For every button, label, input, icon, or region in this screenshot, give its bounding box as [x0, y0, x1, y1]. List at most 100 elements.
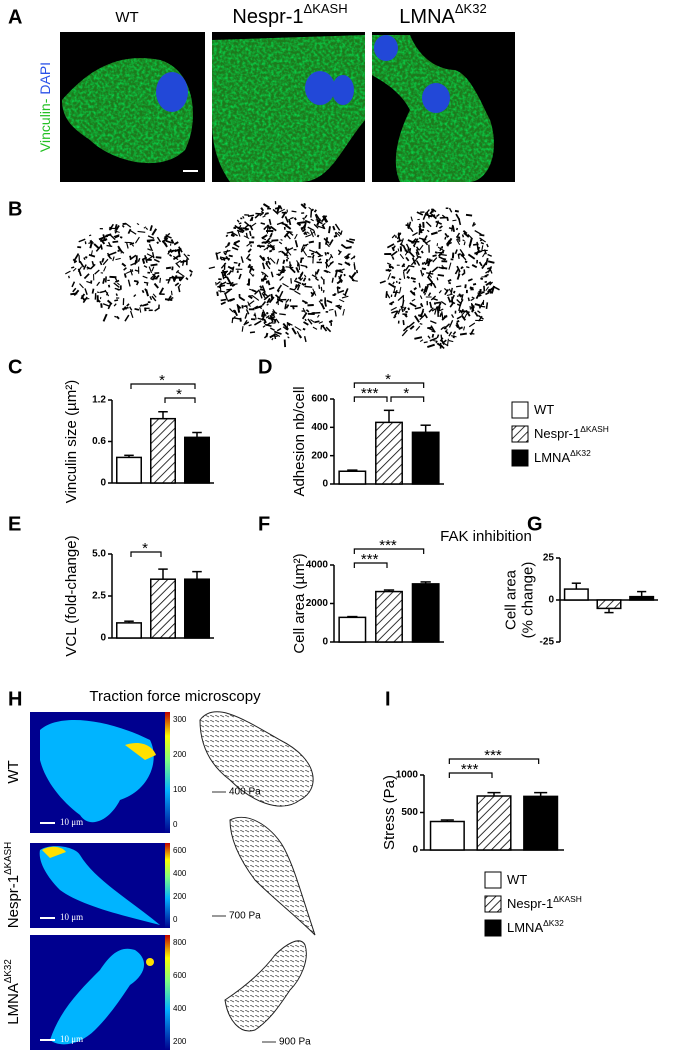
adhesion: [282, 283, 289, 288]
adhesion: [170, 297, 174, 300]
adhesion: [441, 264, 445, 269]
adhesion: [121, 262, 127, 268]
adhesion: [294, 284, 298, 288]
adhesion: [226, 276, 232, 284]
adhesion: [265, 332, 269, 338]
bar: [150, 417, 176, 484]
adhesion: [149, 296, 153, 301]
adhesion: [423, 313, 428, 319]
adhesion: [269, 333, 276, 339]
adhesion: [339, 298, 345, 303]
adhesion: [480, 277, 484, 281]
error-bar: [158, 411, 168, 419]
adhesion: [261, 311, 265, 318]
legend-swatch: [511, 425, 529, 443]
adhesion: [261, 292, 266, 299]
adhesion: [448, 339, 454, 343]
adhesion: [301, 282, 305, 286]
adhesion: [477, 246, 481, 251]
adhesion: [434, 307, 438, 315]
adhesion: [452, 219, 457, 222]
adhesion: [305, 309, 310, 313]
adhesion: [314, 320, 320, 324]
adhesion: [153, 282, 159, 289]
group-name: LMNA: [399, 6, 455, 28]
error-bar: [637, 590, 647, 597]
adhesion: [294, 277, 298, 281]
adhesion: [485, 291, 490, 296]
adhesion: [437, 302, 442, 309]
adhesion: [415, 251, 419, 258]
adhesion: [245, 253, 251, 260]
adhesion: [263, 272, 269, 278]
adhesion: [406, 268, 411, 275]
adhesion: [431, 333, 435, 338]
adhesion: [260, 222, 266, 225]
adhesion: [427, 335, 431, 339]
adhesion: [279, 276, 284, 281]
adhesion: [335, 231, 341, 237]
adhesion: [286, 321, 293, 326]
adhesion: [463, 232, 469, 238]
adhesion: [208, 266, 216, 270]
adhesion: [454, 209, 459, 213]
adhesion: [419, 323, 423, 325]
adhesion: [337, 250, 342, 256]
adhesion: [277, 289, 280, 293]
group-label: WT: [115, 9, 138, 26]
significance-bracket: [353, 396, 388, 402]
colorbar-tick: 100: [173, 785, 187, 794]
group-superscript: ΔK32: [455, 1, 487, 16]
adhesion: [151, 275, 157, 281]
adhesion: [129, 255, 132, 260]
adhesion: [139, 307, 142, 313]
adhesion: [170, 290, 173, 296]
adhesion: [156, 236, 162, 243]
group-label: LMNAΔK32: [507, 918, 564, 935]
adhesion: [465, 213, 473, 217]
adhesion: [249, 288, 257, 292]
adhesion: [266, 303, 269, 306]
adhesion: [436, 277, 439, 281]
adhesion: [263, 246, 270, 251]
adhesion: [244, 312, 248, 319]
adhesion: [237, 226, 245, 233]
significance-label: *: [385, 371, 391, 388]
adhesion: [295, 266, 300, 273]
adhesion: [164, 234, 167, 241]
adhesion: [262, 309, 267, 317]
adhesion: [247, 248, 252, 253]
adhesion: [257, 317, 265, 321]
adhesion: [410, 216, 413, 222]
significance-bracket: [130, 551, 162, 557]
adhesion: [225, 234, 229, 238]
adhesion: [143, 281, 149, 284]
adhesion: [266, 297, 271, 304]
adhesion: [413, 287, 417, 291]
adhesion: [102, 258, 109, 266]
adhesion: [188, 269, 193, 273]
adhesion: [231, 246, 239, 251]
adhesion: [170, 239, 175, 244]
error-bar: [124, 620, 134, 623]
legend-swatch: [484, 871, 502, 889]
adhesion: [89, 240, 94, 249]
adhesion: [247, 301, 251, 308]
adhesion: [418, 223, 422, 228]
adhesion: [281, 222, 288, 227]
adhesion: [413, 238, 419, 246]
adhesion: [96, 291, 100, 294]
group-name: LMNA: [5, 983, 22, 1025]
adhesion: [300, 244, 305, 251]
adhesion: [468, 322, 476, 328]
adhesion: [177, 250, 181, 258]
adhesion: [340, 243, 347, 249]
significance-label: ***: [361, 551, 379, 568]
adhesion: [328, 308, 334, 311]
adhesion: [267, 256, 270, 261]
adhesion: [236, 304, 242, 310]
y-tick-label: 0.6: [92, 436, 106, 447]
adhesion: [281, 211, 287, 219]
adhesion: [106, 299, 113, 305]
adhesion: [79, 260, 85, 268]
